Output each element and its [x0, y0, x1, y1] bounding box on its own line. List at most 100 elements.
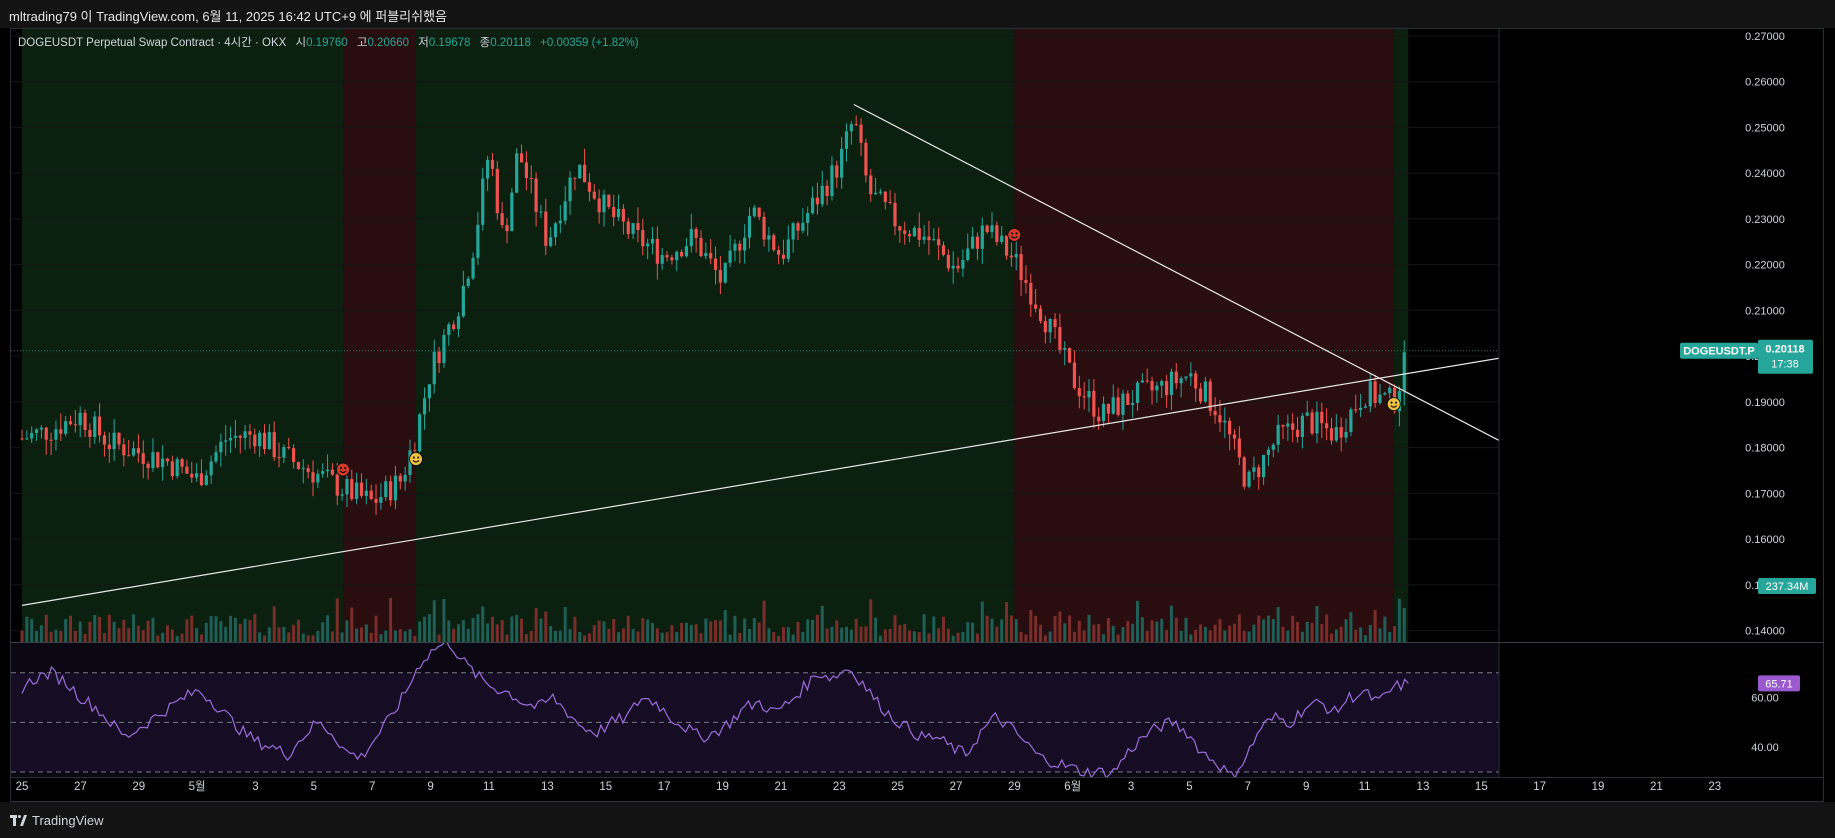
candle-body: [432, 351, 436, 385]
trendline: [853, 103, 1499, 442]
candle-body: [772, 235, 776, 251]
candle-body: [1310, 412, 1314, 434]
time-tick: 7: [1245, 781, 1251, 793]
candle-body: [437, 351, 441, 364]
candle-body: [893, 202, 897, 227]
candle-body: [248, 431, 252, 435]
candle-body: [704, 253, 708, 257]
price-tick: 0.17000: [1745, 488, 1785, 500]
marker-eye: [1390, 401, 1393, 404]
time-tick: 5: [1186, 781, 1192, 793]
volume-bar: [1213, 624, 1217, 642]
candle-body: [917, 228, 921, 240]
candle-body: [854, 124, 858, 126]
price-tick: 0.27000: [1745, 31, 1785, 43]
volume-bar: [136, 625, 140, 642]
candle-body: [1043, 320, 1047, 333]
candle-body: [743, 237, 747, 251]
candle-body: [1000, 235, 1004, 242]
candle-body: [709, 253, 713, 259]
volume-bar: [1320, 624, 1324, 642]
volume-bar: [1305, 621, 1309, 642]
candle-body: [553, 223, 558, 238]
candle-body: [1237, 438, 1241, 458]
candle-body: [1174, 371, 1178, 384]
volume-bar: [961, 631, 965, 642]
time-tick: 19: [1592, 781, 1605, 793]
candle-body: [1252, 467, 1256, 472]
volume-bar: [122, 619, 126, 642]
volume-bar: [597, 620, 601, 642]
candle-body: [476, 224, 480, 258]
volume-bar: [602, 621, 606, 642]
candle-body: [1092, 390, 1096, 417]
volume-bar: [1194, 629, 1198, 642]
candle-body: [355, 482, 359, 500]
volume-bar: [626, 615, 630, 642]
candle-body: [903, 230, 907, 234]
candle-body: [587, 182, 592, 192]
marker-eye: [412, 456, 415, 459]
volume-bar: [1233, 623, 1236, 642]
candle-body: [1135, 382, 1140, 403]
candle-body: [946, 254, 950, 269]
candle-body: [68, 421, 73, 425]
candle-body: [1072, 362, 1077, 389]
candle-body: [127, 455, 131, 457]
volume-bar: [1363, 635, 1367, 642]
candle-body: [1247, 471, 1251, 487]
volume-bar: [180, 633, 184, 642]
candle-body: [481, 178, 485, 225]
candle-body: [616, 208, 621, 218]
volume-bar: [1005, 601, 1009, 642]
volume-bar: [607, 628, 611, 642]
candle-body: [733, 243, 737, 251]
volume-bar: [1000, 619, 1004, 642]
volume-bar: [515, 614, 519, 642]
volume-bar: [107, 614, 111, 642]
volume-bar: [1291, 615, 1295, 642]
volume-bar: [1315, 606, 1319, 642]
rsi-tick: 40.00: [1751, 742, 1779, 754]
candle-body: [1232, 434, 1237, 439]
time-tick: 19: [716, 781, 729, 793]
volume-bar: [461, 619, 465, 642]
candle-body: [98, 416, 102, 436]
candle-body: [951, 265, 955, 269]
candle-body: [762, 216, 766, 240]
candle-body: [641, 230, 645, 247]
candle-body: [621, 208, 625, 222]
candle-body: [272, 432, 276, 458]
candle-body: [757, 207, 761, 217]
candle-body: [39, 427, 43, 430]
volume-bar: [728, 634, 732, 642]
volume-bar: [1169, 605, 1173, 642]
candle-body: [1155, 385, 1159, 391]
candle-body: [975, 236, 980, 249]
candle-body: [1334, 427, 1338, 441]
volume-bar: [524, 634, 528, 642]
volume-bar: [267, 627, 271, 642]
candle-body: [869, 175, 873, 195]
last-price-tag: 0.20118: [1765, 344, 1804, 356]
candle-body: [713, 258, 718, 270]
volume-bar: [563, 606, 567, 642]
candle-body: [228, 437, 233, 441]
volume-bar: [59, 630, 63, 642]
close-label: 종: [479, 37, 491, 49]
price-tick: 0.18000: [1745, 443, 1785, 455]
candle-body: [161, 458, 165, 468]
volume-bar: [1102, 634, 1106, 642]
volume-bar: [883, 629, 887, 642]
candle-body: [602, 194, 606, 213]
candle-body: [777, 250, 781, 255]
time-tick: 11: [483, 781, 495, 793]
candle-body: [34, 429, 39, 433]
volume-bar: [573, 616, 577, 642]
tradingview-logo[interactable]: TradingView: [10, 813, 104, 828]
candle-body: [583, 164, 587, 183]
candle-body: [510, 192, 514, 232]
candle-body: [1034, 304, 1038, 309]
candle-body: [738, 243, 742, 251]
